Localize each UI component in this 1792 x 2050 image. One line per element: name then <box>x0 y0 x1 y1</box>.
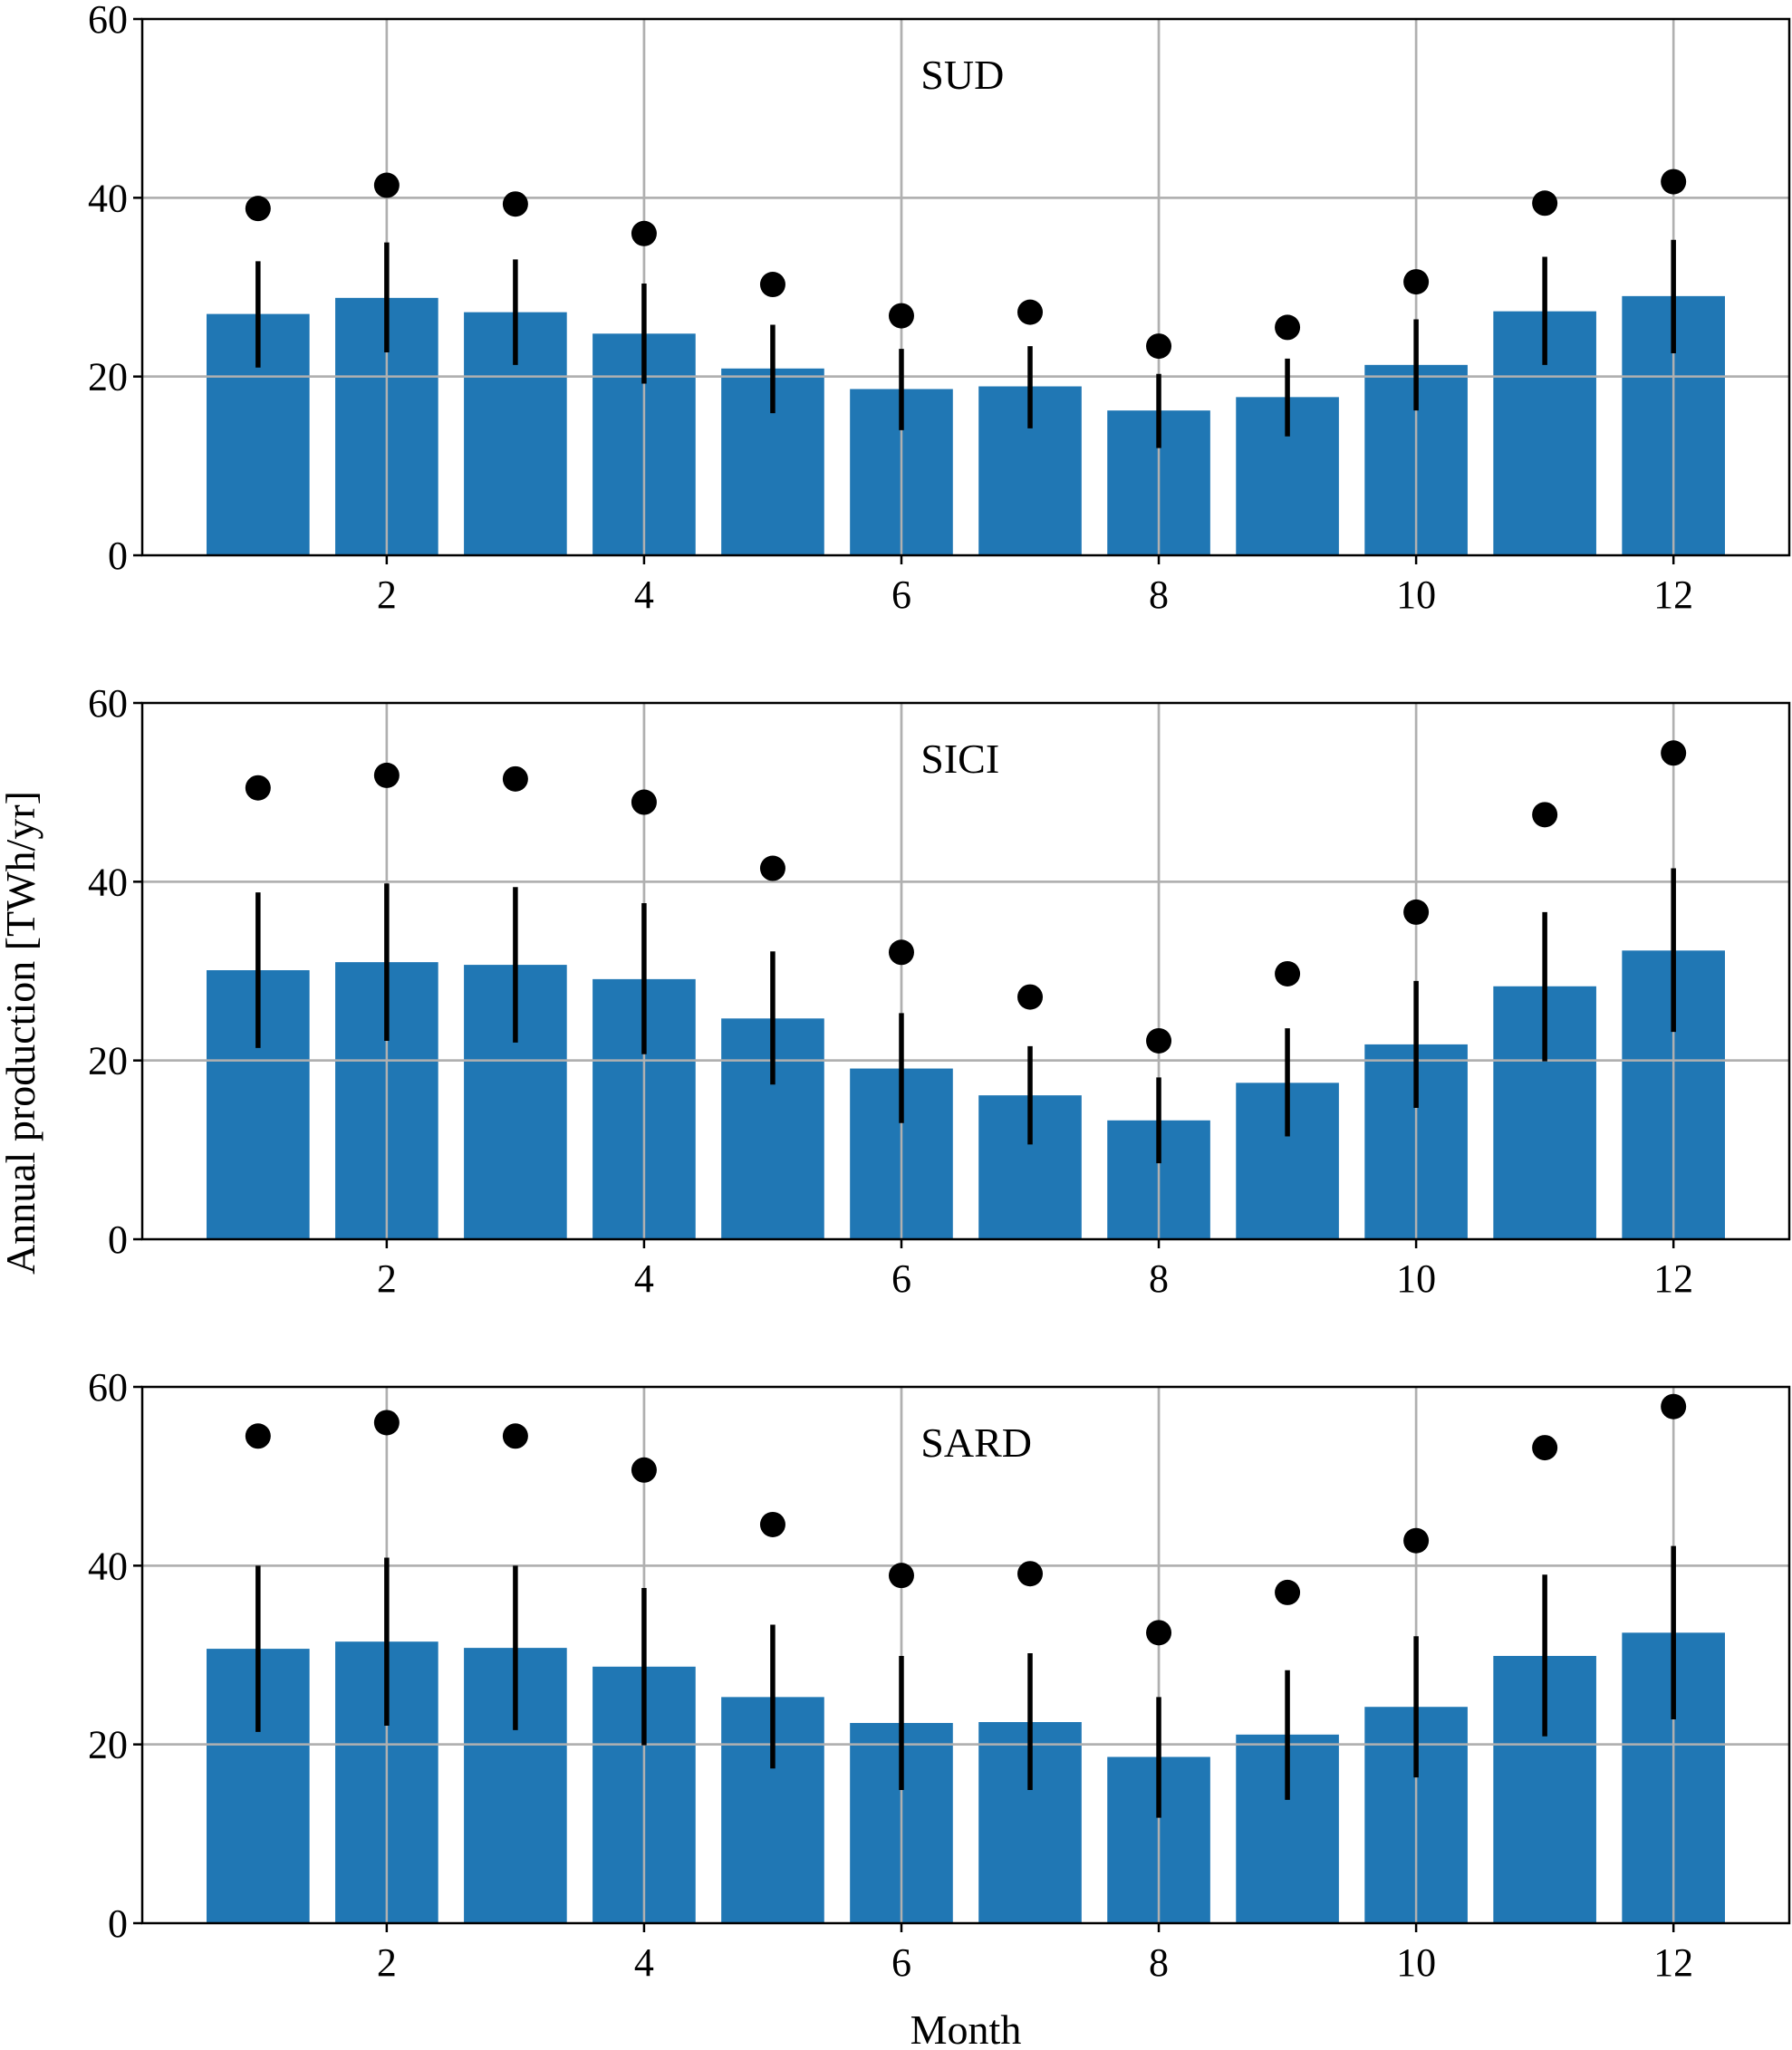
x-tick-label: 4 <box>634 1256 654 1301</box>
x-tick-label: 10 <box>1396 1256 1436 1301</box>
y-tick-label: 60 <box>88 0 128 42</box>
marker-sud-9 <box>1275 314 1301 341</box>
marker-sici-7 <box>1017 984 1044 1010</box>
panel-title-sard: SARD <box>920 1420 1032 1466</box>
marker-sud-6 <box>888 303 914 329</box>
marker-sard-11 <box>1532 1435 1558 1461</box>
marker-sud-2 <box>373 172 400 198</box>
y-tick-label: 20 <box>88 1039 128 1083</box>
x-axis-label: Month <box>910 2007 1022 2050</box>
x-tick-label: 4 <box>634 1940 654 1985</box>
marker-sici-11 <box>1532 802 1558 828</box>
marker-sard-3 <box>502 1423 528 1449</box>
x-tick-label: 6 <box>891 1940 911 1985</box>
axes-frame <box>140 17 1791 557</box>
marker-sard-7 <box>1017 1561 1044 1587</box>
x-tick-label: 10 <box>1396 1940 1436 1985</box>
marker-sici-5 <box>759 855 785 881</box>
marker-sud-7 <box>1017 299 1044 325</box>
x-tick-label: 2 <box>377 1256 397 1301</box>
marker-sud-12 <box>1661 168 1687 195</box>
y-axis-label: Annual production [TWh/yr] <box>0 791 43 1275</box>
y-tick-label: 60 <box>88 1365 128 1410</box>
y-tick-label: 60 <box>88 681 128 726</box>
x-tick-label: 8 <box>1149 1256 1169 1301</box>
x-tick-label: 4 <box>634 573 654 617</box>
marker-sici-9 <box>1275 960 1301 987</box>
marker-sud-11 <box>1532 190 1558 217</box>
marker-sici-10 <box>1403 899 1430 925</box>
marker-sici-8 <box>1146 1027 1172 1054</box>
y-tick-label: 20 <box>88 1723 128 1767</box>
y-tick-label: 40 <box>88 176 128 220</box>
y-tick-label: 0 <box>108 534 128 578</box>
y-tick-label: 0 <box>108 1217 128 1262</box>
y-tick-label: 20 <box>88 355 128 399</box>
marker-sud-4 <box>631 220 657 246</box>
marker-sud-3 <box>502 191 528 217</box>
marker-sard-9 <box>1275 1579 1301 1605</box>
x-tick-label: 2 <box>377 1940 397 1985</box>
x-tick-label: 10 <box>1396 573 1436 617</box>
marker-sard-4 <box>631 1457 657 1483</box>
marker-sard-5 <box>759 1511 785 1537</box>
x-tick-label: 12 <box>1653 1256 1693 1301</box>
x-tick-label: 2 <box>377 573 397 617</box>
marker-sud-5 <box>759 272 785 298</box>
marker-sard-2 <box>373 1410 400 1436</box>
x-tick-label: 6 <box>891 1256 911 1301</box>
marker-sard-10 <box>1403 1527 1430 1554</box>
axes-frame <box>140 701 1791 1241</box>
marker-sud-1 <box>245 196 271 222</box>
marker-sard-1 <box>245 1423 271 1449</box>
marker-sici-6 <box>888 939 914 966</box>
x-tick-label: 12 <box>1653 573 1693 617</box>
marker-sard-6 <box>888 1563 914 1589</box>
marker-sici-2 <box>373 762 400 788</box>
panel-title-sud: SUD <box>920 52 1004 98</box>
marker-sici-3 <box>502 765 528 792</box>
y-tick-label: 0 <box>108 1901 128 1946</box>
x-tick-label: 8 <box>1149 573 1169 617</box>
panel-title-sici: SICI <box>920 736 999 782</box>
marker-sici-1 <box>245 775 271 801</box>
marker-sici-4 <box>631 789 657 815</box>
marker-sici-12 <box>1661 740 1687 766</box>
y-tick-label: 40 <box>88 860 128 904</box>
marker-sard-8 <box>1146 1620 1172 1646</box>
y-tick-label: 40 <box>88 1544 128 1588</box>
x-tick-label: 6 <box>891 573 911 617</box>
marker-sard-12 <box>1661 1393 1687 1420</box>
axes-frame <box>140 1385 1791 1925</box>
x-tick-label: 8 <box>1149 1940 1169 1985</box>
marker-sud-10 <box>1403 269 1430 295</box>
marker-sud-8 <box>1146 333 1172 360</box>
x-tick-label: 12 <box>1653 1940 1693 1985</box>
